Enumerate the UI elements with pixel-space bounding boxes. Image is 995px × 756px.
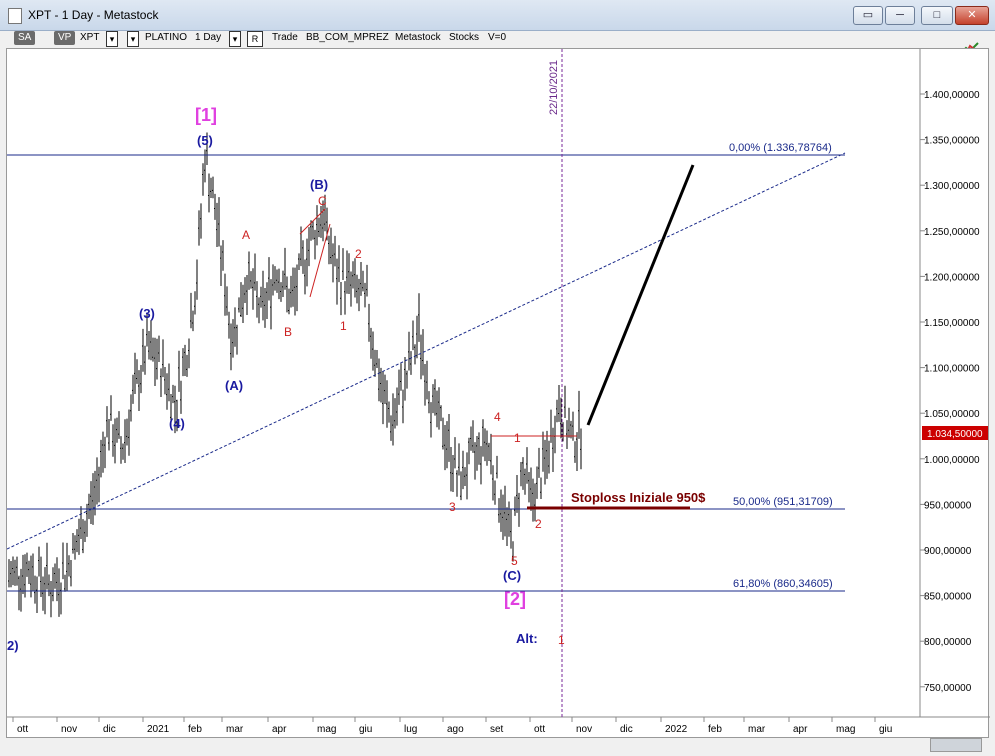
wave-2-left-label: 2) bbox=[7, 638, 19, 653]
wave-1-label: [1] bbox=[195, 105, 217, 125]
stoploss-label: Stoploss Iniziale 950$ bbox=[571, 490, 706, 505]
sub-b-label: B bbox=[284, 325, 292, 339]
r-button[interactable]: R bbox=[247, 31, 263, 47]
time-axis-label: feb bbox=[188, 724, 202, 735]
wave-c-label: (C) bbox=[503, 568, 521, 583]
current-price-label: 1.034,50000 bbox=[927, 429, 983, 440]
projection-line bbox=[586, 164, 695, 426]
time-axis-label: mag bbox=[317, 724, 336, 735]
name-dropdown[interactable]: ▾ bbox=[127, 31, 139, 47]
vp-button[interactable]: VP bbox=[54, 31, 76, 45]
time-axis-label: set bbox=[490, 724, 504, 735]
time-axis-label: 2022 bbox=[665, 724, 688, 735]
time-axis-label: mar bbox=[226, 724, 244, 735]
wave-5-label: (5) bbox=[197, 133, 213, 148]
fib-0-label: 0,00% (1.336,78764) bbox=[729, 142, 832, 154]
fib-50-label: 50,00% (951,31709) bbox=[733, 496, 833, 508]
alt-1-label: 1 bbox=[558, 633, 565, 647]
chart-scrollbar[interactable] bbox=[930, 738, 982, 752]
close-button[interactable]: ✕ bbox=[955, 6, 989, 25]
alt-label: Alt: bbox=[516, 631, 538, 646]
type-label: Stocks bbox=[449, 32, 480, 43]
period-dropdown[interactable]: ▾ bbox=[229, 31, 241, 47]
time-axis-label: nov bbox=[576, 724, 592, 735]
sa-button[interactable]: SA bbox=[14, 31, 36, 45]
symbol-label: XPT bbox=[80, 32, 100, 43]
wave-2-label: [2] bbox=[504, 589, 526, 609]
time-axis-label: giu bbox=[359, 724, 372, 735]
minimize-button[interactable]: ─ bbox=[885, 6, 915, 25]
price-chart[interactable]: 1.400,00000 1.350,00000 1.300,00000 1.250,0… bbox=[6, 49, 990, 739]
chart-area[interactable]: 1.400,00000 1.350,00000 1.300,00000 1.250,0… bbox=[6, 48, 990, 739]
current-price-tag bbox=[922, 426, 988, 440]
time-axis-label: mag bbox=[836, 724, 855, 735]
sub-3-label: 3 bbox=[449, 500, 456, 514]
price-axis-label: 1.150,00000 bbox=[924, 318, 980, 329]
time-axis-label: ago bbox=[447, 724, 464, 735]
sub-1-label: 1 bbox=[340, 319, 347, 333]
price-axis-label: 1.100,00000 bbox=[924, 364, 980, 375]
price-axis-label: 900,00000 bbox=[924, 546, 972, 557]
wave-4-label: (4) bbox=[169, 416, 185, 431]
fib-618-label: 61,80% (860,34605) bbox=[733, 578, 833, 590]
price-axis-label: 1.300,00000 bbox=[924, 181, 980, 192]
price-axis-label: 800,00000 bbox=[924, 637, 972, 648]
time-axis-label: apr bbox=[793, 724, 808, 735]
time-axis-label: feb bbox=[708, 724, 722, 735]
wave-a-label: (A) bbox=[225, 378, 243, 393]
time-axis-label: apr bbox=[272, 724, 287, 735]
restore-chart-button[interactable]: ▭ bbox=[853, 6, 883, 25]
time-axis-label: lug bbox=[404, 724, 417, 735]
account-label: BB_COM_MPREZ bbox=[306, 32, 389, 43]
price-axis-label: 750,00000 bbox=[924, 683, 972, 694]
volume-label: V=0 bbox=[488, 32, 507, 43]
time-axis-label: 2021 bbox=[147, 724, 170, 735]
chart-toolbar: SA VP XPT ▾ ▾ PLATINO 1 Day ▾ R Trade BB… bbox=[6, 30, 989, 48]
price-axis-label: 1.400,00000 bbox=[924, 90, 980, 101]
trend-line bbox=[6, 152, 846, 550]
time-axis-label: giu bbox=[879, 724, 892, 735]
sub-a-label: A bbox=[242, 228, 250, 242]
price-axis-label: 850,00000 bbox=[924, 592, 972, 603]
title-bar: XPT - 1 Day - Metastock ▭ ─ □ ✕ bbox=[0, 0, 995, 31]
sub-1b-label: 1 bbox=[514, 431, 521, 445]
price-axis-label: 950,00000 bbox=[924, 500, 972, 511]
symbol-dropdown[interactable]: ▾ bbox=[106, 31, 118, 47]
price-axis-label: 1.200,00000 bbox=[924, 272, 980, 283]
time-axis-label: ott bbox=[534, 724, 545, 735]
sub-4-label: 4 bbox=[494, 410, 501, 424]
chart-app-icon bbox=[8, 8, 22, 24]
price-axis-label: 1.050,00000 bbox=[924, 409, 980, 420]
window-title: XPT - 1 Day - Metastock bbox=[28, 8, 159, 22]
price-axis-label: 1.250,00000 bbox=[924, 227, 980, 238]
price-axis-label: 1.000,00000 bbox=[924, 455, 980, 466]
sub-5-label: 5 bbox=[511, 554, 518, 568]
time-axis-label: ott bbox=[17, 724, 28, 735]
wave-b-label: (B) bbox=[310, 177, 328, 192]
time-axis-label: dic bbox=[620, 724, 633, 735]
sub-2b-label: 2 bbox=[535, 517, 542, 531]
source-label: Metastock bbox=[395, 32, 441, 43]
period-label: 1 Day bbox=[195, 32, 222, 43]
time-axis-label: mar bbox=[748, 724, 766, 735]
date-marker-label: 22/10/2021 bbox=[548, 60, 560, 115]
instrument-name: PLATINO bbox=[145, 32, 188, 43]
sub-2-label: 2 bbox=[355, 247, 362, 261]
maximize-button[interactable]: □ bbox=[921, 6, 953, 25]
time-axis-label: nov bbox=[61, 724, 77, 735]
price-axis-label: 1.350,00000 bbox=[924, 136, 980, 147]
sub-c-label: C bbox=[318, 194, 327, 208]
trade-label[interactable]: Trade bbox=[272, 32, 298, 43]
time-axis-label: dic bbox=[103, 724, 116, 735]
wave-3-label: (3) bbox=[139, 306, 155, 321]
